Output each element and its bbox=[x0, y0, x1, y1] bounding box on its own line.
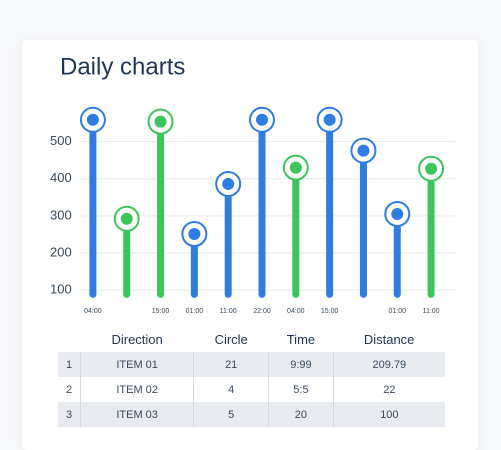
y-tick-label: 300 bbox=[50, 207, 72, 222]
x-tick-label: 04:00 bbox=[84, 308, 102, 315]
table-cell: ITEM 01 bbox=[79, 352, 194, 377]
header-cell: Circle bbox=[214, 331, 248, 347]
table-cell: 3 bbox=[58, 402, 81, 427]
table-cell: ITEM 02 bbox=[79, 377, 194, 402]
x-tick-label: 04:00 bbox=[287, 308, 305, 315]
header-cell: Direction bbox=[111, 331, 163, 347]
y-tick-label: 400 bbox=[50, 170, 72, 185]
table-cell: 20 bbox=[268, 402, 334, 427]
x-tick-label: 01:00 bbox=[389, 308, 407, 315]
table-cell: 4 bbox=[193, 377, 269, 402]
table-cell: 22 bbox=[332, 377, 445, 402]
table-cell: 100 bbox=[332, 402, 445, 427]
marker-dot bbox=[188, 227, 201, 240]
x-tick-label: 11:00 bbox=[423, 308, 440, 315]
marker-dot bbox=[323, 113, 336, 126]
chart-title: Daily charts bbox=[60, 53, 185, 80]
table: Direction Circle Time Distance 1 ITEM 01 2… bbox=[58, 326, 445, 427]
table-cell: 209.79 bbox=[332, 352, 445, 377]
marker-dot bbox=[86, 113, 99, 126]
header-row: Direction Circle Time Distance bbox=[58, 326, 445, 352]
table-row: 3 ITEM 03 5 20 100 bbox=[58, 402, 445, 427]
y-tick-label: 200 bbox=[50, 244, 72, 259]
table-cell: 5:5 bbox=[268, 377, 334, 402]
table-cell: 9:99 bbox=[268, 352, 334, 377]
marker-dot bbox=[154, 115, 167, 128]
table-cell: ITEM 03 bbox=[79, 402, 194, 427]
marker-dot bbox=[289, 161, 302, 174]
marker-dot bbox=[256, 113, 268, 126]
table-cell: 2 bbox=[65, 383, 73, 396]
table-cell: 21 bbox=[193, 352, 269, 377]
y-tick-label: 500 bbox=[50, 133, 72, 148]
table-row: 2 ITEM 02 4 5:5 22 bbox=[58, 377, 445, 402]
marker-dot bbox=[120, 212, 133, 225]
header-cell: Distance bbox=[363, 331, 415, 347]
y-tick-label: 100 bbox=[50, 281, 72, 296]
header-cell: Time bbox=[286, 331, 316, 347]
table-cell: 1 bbox=[58, 352, 81, 377]
x-tick-label: 15:00 bbox=[321, 308, 339, 315]
marker-dot bbox=[222, 177, 235, 190]
x-tick-label: 22:00 bbox=[253, 308, 271, 315]
x-tick-label: 11:00 bbox=[220, 308, 237, 315]
marker-dot bbox=[425, 162, 438, 175]
table-row: 1 ITEM 01 21 9:99 209.79 bbox=[58, 352, 445, 377]
x-tick-label: 15:00 bbox=[152, 308, 170, 315]
marker-dot bbox=[357, 144, 370, 157]
x-tick-label: 01:00 bbox=[186, 308, 204, 315]
table-cell: 5 bbox=[193, 402, 269, 427]
marker-dot bbox=[391, 207, 404, 220]
